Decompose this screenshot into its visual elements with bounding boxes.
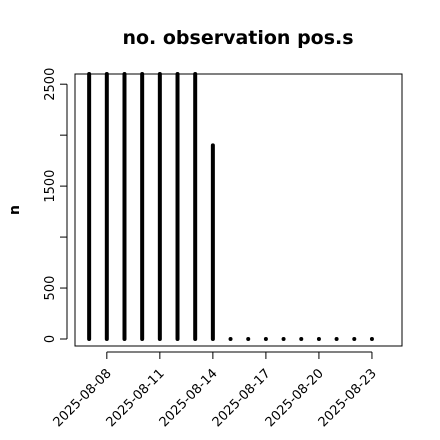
y-axis-label: n: [7, 205, 23, 215]
zero-point: [299, 337, 304, 341]
y-tick-label: 0: [43, 335, 58, 343]
zero-point: [352, 337, 357, 341]
zero-point: [263, 337, 268, 341]
bars: [87, 72, 374, 341]
y-tick-label: 500: [43, 276, 58, 301]
plot-frame: [74, 73, 403, 347]
zero-point: [281, 337, 286, 341]
x-axis: 2025-08-082025-08-112025-08-142025-08-17…: [51, 351, 380, 430]
zero-point: [369, 337, 374, 341]
chart-title: no. observation pos.s: [122, 27, 353, 49]
zero-point: [316, 337, 321, 341]
zero-point: [228, 337, 233, 341]
y-tick-label: 2500: [43, 68, 58, 101]
y-tick-label: 1500: [43, 170, 58, 203]
zero-point: [246, 337, 251, 341]
y-axis: 0 500 1500 2500: [43, 68, 68, 343]
zero-point: [334, 337, 339, 341]
